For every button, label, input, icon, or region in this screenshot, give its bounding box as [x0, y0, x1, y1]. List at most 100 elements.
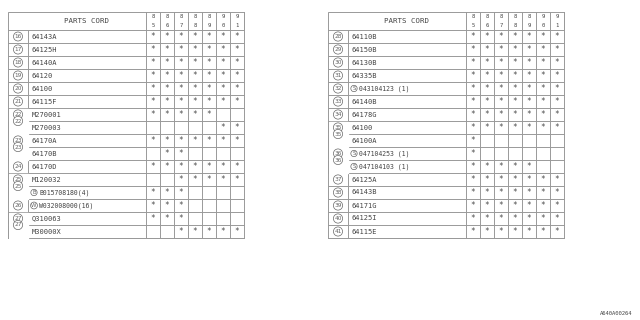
Text: 16: 16 — [14, 34, 22, 39]
Text: 64125A: 64125A — [352, 177, 378, 182]
Text: *: * — [235, 97, 239, 106]
Text: *: * — [541, 110, 545, 119]
Text: *: * — [499, 214, 503, 223]
Text: 31: 31 — [334, 73, 342, 78]
Text: 64143A: 64143A — [32, 34, 58, 39]
Text: 1: 1 — [236, 23, 239, 28]
Text: 39: 39 — [334, 203, 342, 208]
Text: *: * — [207, 136, 211, 145]
Text: *: * — [555, 97, 559, 106]
Text: *: * — [555, 188, 559, 197]
Text: 64170D: 64170D — [32, 164, 58, 170]
Text: *: * — [541, 227, 545, 236]
Text: 7: 7 — [179, 23, 182, 28]
Text: *: * — [499, 123, 503, 132]
Text: *: * — [484, 188, 490, 197]
Text: 27: 27 — [14, 216, 22, 221]
Text: *: * — [527, 45, 531, 54]
Text: *: * — [207, 175, 211, 184]
Text: *: * — [470, 97, 476, 106]
Text: *: * — [150, 32, 156, 41]
Text: 36: 36 — [334, 151, 342, 156]
Text: *: * — [164, 71, 170, 80]
Text: *: * — [179, 188, 183, 197]
Text: *: * — [221, 175, 225, 184]
Text: *: * — [221, 162, 225, 171]
Text: 64125I: 64125I — [352, 215, 378, 221]
Text: *: * — [527, 32, 531, 41]
Text: *: * — [541, 71, 545, 80]
Text: Q310063: Q310063 — [32, 215, 61, 221]
Text: *: * — [150, 214, 156, 223]
Text: *: * — [484, 175, 490, 184]
Text: 9: 9 — [556, 14, 559, 20]
Text: *: * — [555, 71, 559, 80]
Text: S: S — [352, 151, 356, 156]
Text: *: * — [555, 227, 559, 236]
Text: *: * — [150, 58, 156, 67]
Text: *: * — [179, 58, 183, 67]
Text: *: * — [513, 123, 517, 132]
Text: *: * — [150, 97, 156, 106]
Text: 41: 41 — [334, 229, 342, 234]
Text: *: * — [470, 32, 476, 41]
Text: 34: 34 — [334, 112, 342, 117]
Text: *: * — [541, 84, 545, 93]
Text: *: * — [207, 71, 211, 80]
Text: 64140B: 64140B — [352, 99, 378, 105]
Text: *: * — [221, 84, 225, 93]
Text: 047104253 (1): 047104253 (1) — [359, 150, 410, 157]
Text: 0: 0 — [221, 23, 225, 28]
Text: 23: 23 — [14, 138, 22, 143]
Text: *: * — [179, 71, 183, 80]
Text: *: * — [555, 110, 559, 119]
Text: *: * — [470, 214, 476, 223]
Text: *: * — [527, 110, 531, 119]
Text: *: * — [179, 136, 183, 145]
Text: *: * — [207, 84, 211, 93]
Text: 64115E: 64115E — [352, 228, 378, 235]
Text: *: * — [235, 123, 239, 132]
Text: 38: 38 — [334, 190, 342, 195]
Text: *: * — [221, 227, 225, 236]
Text: *: * — [470, 84, 476, 93]
Text: 37: 37 — [334, 177, 342, 182]
Text: *: * — [164, 110, 170, 119]
Text: *: * — [470, 175, 476, 184]
Text: 0: 0 — [541, 23, 545, 28]
Text: *: * — [193, 71, 197, 80]
Text: *: * — [484, 162, 490, 171]
Text: *: * — [513, 84, 517, 93]
Text: *: * — [513, 227, 517, 236]
Text: *: * — [207, 110, 211, 119]
Text: M270001: M270001 — [32, 111, 61, 117]
Text: *: * — [484, 214, 490, 223]
Text: *: * — [235, 162, 239, 171]
Text: 36: 36 — [334, 157, 342, 163]
Text: W032008000(16): W032008000(16) — [39, 202, 93, 209]
Text: *: * — [499, 175, 503, 184]
Text: *: * — [555, 201, 559, 210]
Text: *: * — [484, 84, 490, 93]
Text: *: * — [150, 162, 156, 171]
Text: *: * — [164, 149, 170, 158]
Text: *: * — [527, 214, 531, 223]
Text: 40: 40 — [334, 216, 342, 221]
Text: *: * — [193, 136, 197, 145]
Text: 9: 9 — [221, 14, 225, 20]
Text: *: * — [527, 175, 531, 184]
Text: 64178G: 64178G — [352, 111, 378, 117]
Text: *: * — [541, 32, 545, 41]
Text: *: * — [484, 201, 490, 210]
Text: *: * — [150, 110, 156, 119]
Text: 22: 22 — [14, 118, 22, 124]
Text: *: * — [179, 97, 183, 106]
Text: W: W — [31, 203, 36, 208]
Text: 29: 29 — [334, 47, 342, 52]
Text: *: * — [179, 214, 183, 223]
Text: *: * — [235, 32, 239, 41]
Text: *: * — [484, 227, 490, 236]
Text: *: * — [193, 175, 197, 184]
Text: *: * — [499, 162, 503, 171]
Text: *: * — [470, 71, 476, 80]
